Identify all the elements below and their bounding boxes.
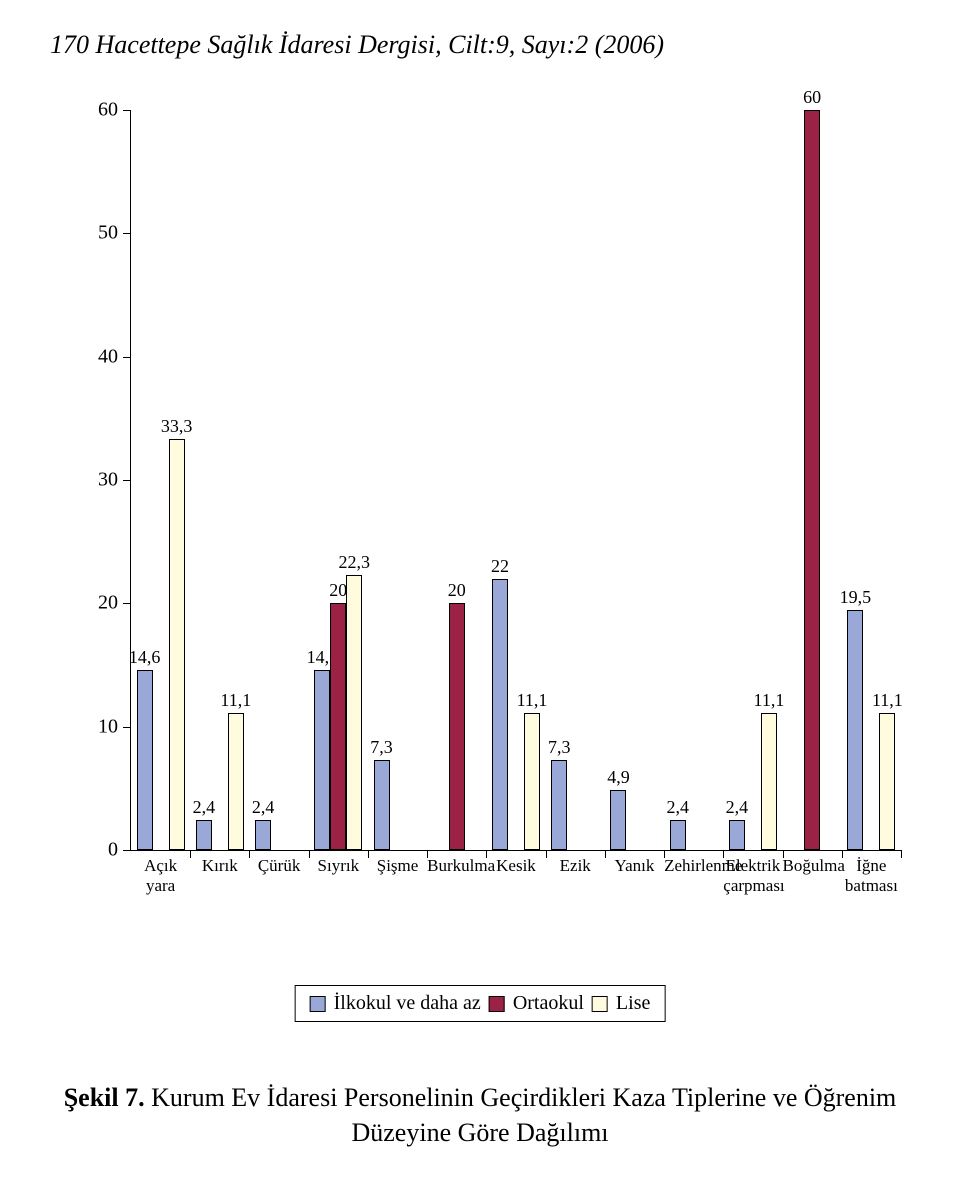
y-tick [123,480,131,481]
bar-chart: 0102030405060Açık yara14,633,3Kırık2,411… [80,110,900,890]
bar-value-label: 33,3 [161,416,193,437]
bar [169,439,185,850]
bar [804,110,820,850]
bar-value-label: 2,4 [666,797,689,818]
bar-value-label: 11,1 [872,690,903,711]
bar-value-label: 20 [448,580,466,601]
figure-caption-text: Kurum Ev İdaresi Personelinin Geçirdikle… [151,1083,896,1147]
x-axis-label: Elektrikçarpması [723,850,782,895]
x-axis-label: Çürük [249,850,308,876]
bar [729,820,745,850]
bar [228,713,244,850]
y-tick [123,357,131,358]
bar-value-label: 11,1 [517,690,548,711]
bar-value-label: 2,4 [193,797,216,818]
bar-value-label: 20 [329,580,347,601]
legend-label: İlkokul ve daha az [334,992,481,1015]
bar [524,713,540,850]
plot-area: 0102030405060Açık yara14,633,3Kırık2,411… [130,110,901,851]
bar-value-label: 11,1 [220,690,251,711]
y-tick [123,110,131,111]
bar [670,820,686,850]
bar [610,790,626,850]
legend-swatch [489,996,505,1012]
x-axis-label: Kesik [486,850,545,876]
bar [847,610,863,851]
x-axis-label: Açık yara [131,850,190,895]
bar [761,713,777,850]
x-axis-label: Yanık [605,850,664,876]
bar [330,603,346,850]
bar-value-label: 19,5 [840,587,872,608]
x-axis-label: Şişme [368,850,427,876]
x-tick [901,850,902,858]
bar-value-label: 22,3 [339,552,371,573]
bar-value-label: 22 [491,556,509,577]
legend-swatch [310,996,326,1012]
y-tick-label: 50 [86,222,118,245]
figure-caption-lead: Şekil 7. [64,1083,145,1112]
legend: İlkokul ve daha az Ortaokul Lise [295,985,666,1022]
y-tick-label: 60 [86,99,118,122]
y-tick [123,850,131,851]
y-tick [123,727,131,728]
bar-value-label: 2,4 [726,797,749,818]
legend-label: Lise [616,992,650,1015]
bar-value-label: 7,3 [548,737,571,758]
legend-swatch [592,996,608,1012]
bar [255,820,271,850]
y-tick-label: 40 [86,345,118,368]
x-axis-label: İğnebatması [842,850,901,895]
page-header: 170 Hacettepe Sağlık İdaresi Dergisi, Ci… [50,30,664,60]
bar [346,575,362,850]
figure-caption: Şekil 7. Kurum Ev İdaresi Personelinin G… [60,1080,900,1150]
x-axis-label: Boğulma [783,850,842,876]
bar-value-label: 60 [803,87,821,108]
y-tick [123,603,131,604]
bar-value-label: 2,4 [252,797,275,818]
y-tick-label: 20 [86,592,118,615]
legend-label: Ortaokul [513,992,584,1015]
bar [374,760,390,850]
bar-value-label: 4,9 [607,767,630,788]
bar [449,603,465,850]
bar [137,670,153,850]
bar [196,820,212,850]
bar-value-label: 7,3 [370,737,393,758]
x-axis-label: Ezik [546,850,605,876]
y-tick [123,233,131,234]
x-axis-label: Burkulma [427,850,486,876]
x-axis-label: Zehirlenme [664,850,723,876]
y-tick-label: 30 [86,469,118,492]
bar-value-label: 11,1 [753,690,784,711]
x-axis-label: Kırık [190,850,249,876]
bar [551,760,567,850]
bar [879,713,895,850]
y-tick-label: 0 [86,839,118,862]
bar [492,579,508,850]
bar [314,670,330,850]
page: 170 Hacettepe Sağlık İdaresi Dergisi, Ci… [0,0,960,1187]
y-tick-label: 10 [86,715,118,738]
x-axis-label: Sıyrık [309,850,368,876]
bar-value-label: 14,6 [129,647,161,668]
